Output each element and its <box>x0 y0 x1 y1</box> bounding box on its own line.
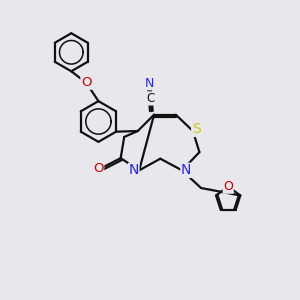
Text: S: S <box>192 122 200 136</box>
Text: N: N <box>128 164 139 177</box>
Text: N: N <box>181 164 191 177</box>
Text: O: O <box>93 162 104 175</box>
Text: O: O <box>223 180 233 193</box>
Text: N: N <box>145 77 154 90</box>
Text: O: O <box>81 76 92 89</box>
Text: C: C <box>146 92 154 105</box>
